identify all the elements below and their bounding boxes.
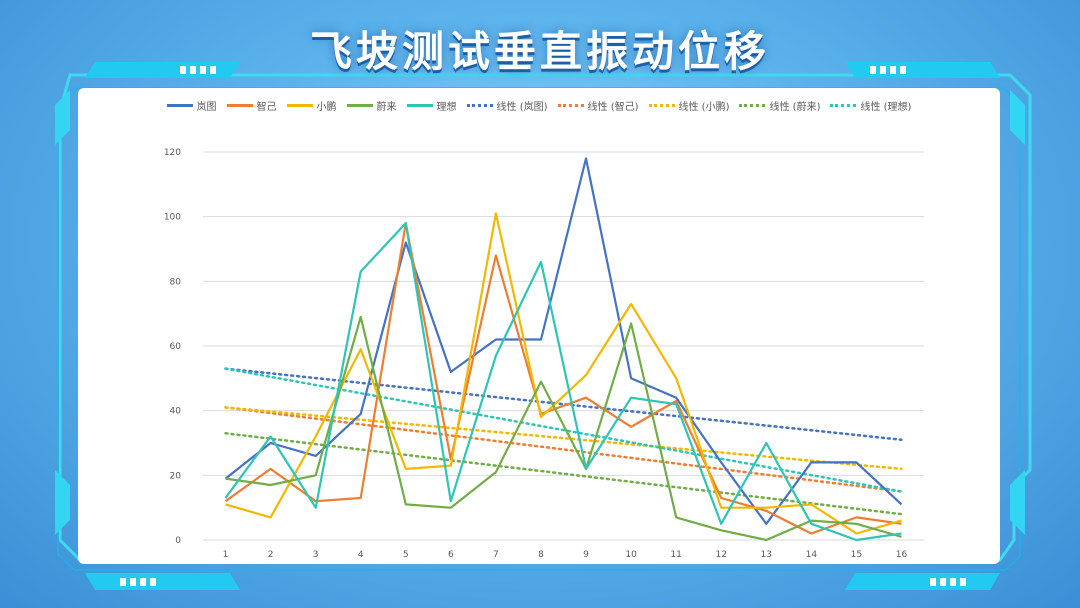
legend-item: 线性 (蔚来) bbox=[739, 98, 820, 113]
y-tick-label: 20 bbox=[170, 471, 182, 481]
legend-label: 线性 (理想) bbox=[860, 101, 912, 113]
legend-swatch bbox=[466, 103, 493, 107]
x-tick-label: 12 bbox=[715, 550, 726, 560]
legend-label: 线性 (智己) bbox=[587, 101, 639, 113]
x-tick-label: 9 bbox=[583, 550, 589, 560]
legend-swatch bbox=[557, 103, 584, 107]
series-line bbox=[225, 315, 902, 542]
x-tick-label: 14 bbox=[806, 550, 818, 560]
x-tick-label: 13 bbox=[761, 550, 772, 560]
legend-item: 线性 (智己) bbox=[557, 98, 639, 113]
x-tick-label: 11 bbox=[670, 550, 681, 560]
legend-label: 岚图 bbox=[196, 101, 217, 113]
chart-legend: 岚图 智己 小鹏 蔚来 理想 线性 (岚图) 线性 (智己) 线性 (小鹏) 线性 (蔚来) 线性… bbox=[78, 96, 1000, 114]
x-tick-label: 16 bbox=[896, 550, 908, 560]
legend-swatch bbox=[226, 103, 253, 107]
x-tick-label: 4 bbox=[358, 550, 364, 560]
y-tick-label: 40 bbox=[170, 407, 182, 417]
x-tick-label: 1 bbox=[223, 550, 229, 560]
x-tick-label: 10 bbox=[625, 550, 637, 560]
legend-item: 蔚来 bbox=[346, 98, 397, 113]
x-tick-label: 6 bbox=[448, 550, 454, 560]
y-tick-label: 0 bbox=[175, 536, 181, 546]
series-line bbox=[225, 212, 902, 535]
legend-item: 线性 (岚图) bbox=[466, 98, 548, 113]
y-tick-label: 120 bbox=[164, 148, 181, 158]
x-tick-label: 3 bbox=[313, 550, 319, 560]
legend-item: 线性 (小鹏) bbox=[648, 98, 730, 113]
legend-swatch bbox=[166, 103, 193, 107]
page-title: 飞坡测试垂直振动位移 bbox=[309, 27, 770, 76]
legend-label: 理想 bbox=[436, 101, 457, 113]
legend-item: 智己 bbox=[226, 98, 277, 113]
legend-item: 理想 bbox=[406, 98, 457, 113]
legend-label: 线性 (小鹏) bbox=[678, 101, 730, 113]
y-tick-label: 80 bbox=[170, 277, 182, 287]
x-tick-label: 15 bbox=[851, 550, 862, 560]
legend-item: 线性 (理想) bbox=[830, 98, 911, 113]
x-tick-label: 5 bbox=[403, 550, 409, 560]
series-line bbox=[224, 157, 903, 525]
series-line bbox=[224, 222, 902, 535]
legend-swatch bbox=[739, 103, 766, 107]
trendline bbox=[224, 406, 903, 471]
trendline bbox=[224, 432, 903, 516]
x-tick-label: 2 bbox=[268, 550, 274, 560]
legend-swatch bbox=[830, 103, 857, 107]
legend-swatch bbox=[286, 103, 313, 107]
y-tick-label: 100 bbox=[164, 213, 181, 223]
legend-label: 智己 bbox=[256, 101, 277, 113]
legend-item: 小鹏 bbox=[286, 98, 337, 113]
legend-label: 蔚来 bbox=[376, 101, 397, 113]
legend-label: 线性 (蔚来) bbox=[769, 101, 821, 113]
legend-label: 小鹏 bbox=[316, 101, 337, 113]
y-tick-label: 60 bbox=[170, 342, 182, 352]
legend-item: 岚图 bbox=[166, 98, 217, 113]
legend-swatch bbox=[406, 103, 433, 107]
series-line bbox=[224, 222, 902, 542]
trendline bbox=[224, 406, 903, 493]
legend-swatch bbox=[648, 103, 675, 107]
x-tick-label: 8 bbox=[538, 550, 544, 560]
x-tick-label: 7 bbox=[493, 550, 499, 560]
legend-swatch bbox=[346, 103, 373, 107]
legend-label: 线性 (岚图) bbox=[496, 101, 548, 113]
trendline bbox=[224, 367, 903, 442]
